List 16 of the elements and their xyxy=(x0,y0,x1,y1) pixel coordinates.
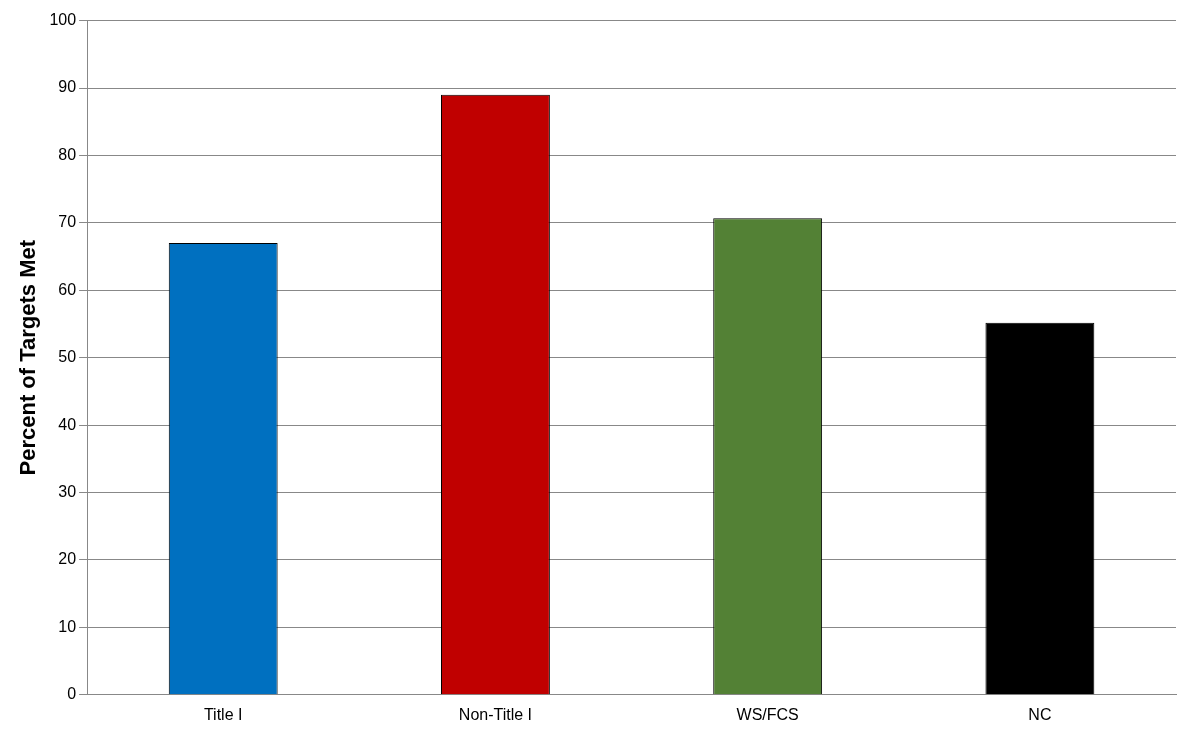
y-tick-label: 90 xyxy=(58,78,77,96)
y-tick-label: 10 xyxy=(58,617,77,635)
x-tick-label: NC xyxy=(1028,705,1052,723)
y-tick-label: 80 xyxy=(58,145,77,163)
x-tick-label: Non-Title I xyxy=(458,705,533,723)
y-axis-title: Percent of Targets Met xyxy=(15,239,41,476)
y-tick-label: 0 xyxy=(67,685,77,703)
y-tick-label: 40 xyxy=(58,415,77,433)
y-tick-label: 50 xyxy=(58,348,77,366)
y-tick-label: 70 xyxy=(58,213,77,231)
y-tick-label: 60 xyxy=(58,280,77,298)
x-tick-label: Title I xyxy=(203,705,243,723)
y-tick-label: 20 xyxy=(58,550,77,568)
y-tick-label: 30 xyxy=(58,482,77,500)
y-tick-label: 100 xyxy=(49,11,77,29)
x-tick-label: WS/FCS xyxy=(736,705,799,723)
